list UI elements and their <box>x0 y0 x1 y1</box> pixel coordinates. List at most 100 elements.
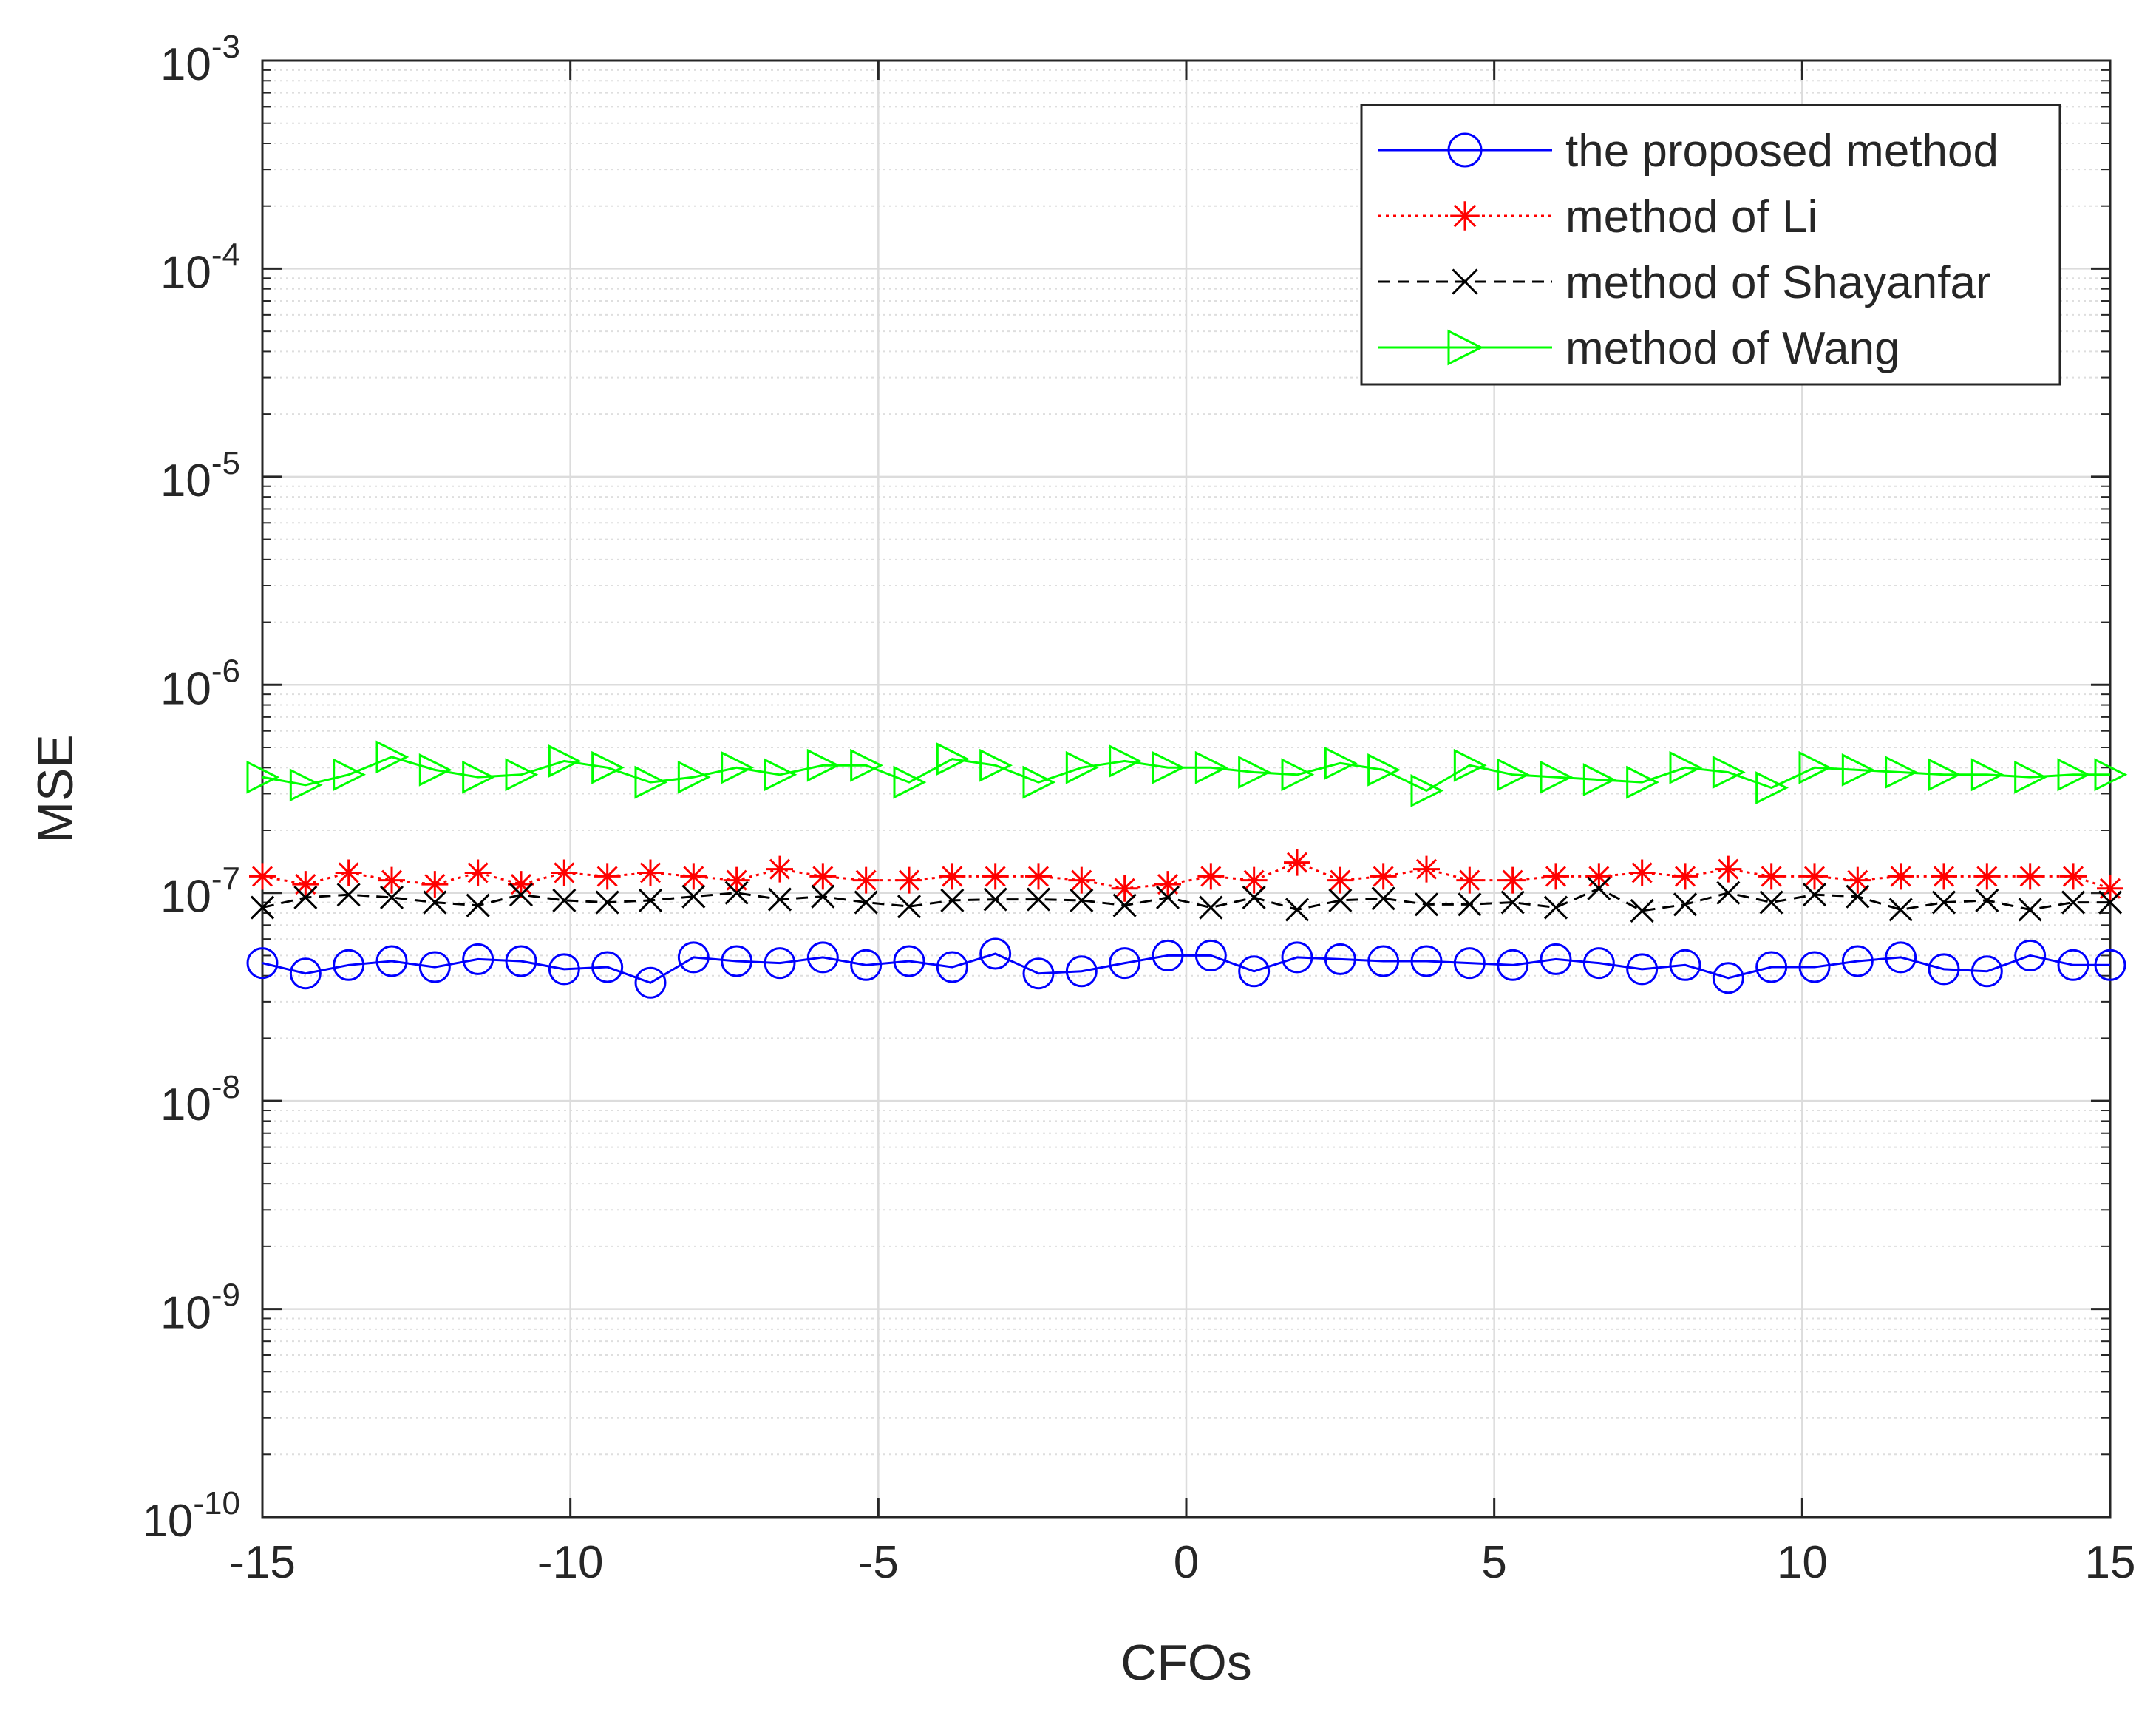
data-point-marker <box>375 740 409 774</box>
data-point-marker <box>721 945 753 977</box>
data-point-marker <box>1975 888 1999 912</box>
data-point-marker <box>1669 949 1701 981</box>
data-point-marker <box>1458 892 1482 917</box>
axis-ticks: 10-10 10-9 10-8 10-7 10-6 10-5 10-4 10-3 -15 -10 -… <box>142 29 2135 1588</box>
data-point-marker <box>1712 756 1746 789</box>
x-tick-label: 15 <box>2085 1537 2136 1588</box>
legend-marker-sample <box>1452 268 1478 295</box>
x-axis-label: CFOs <box>1120 1635 1252 1691</box>
data-point-marker <box>764 758 798 792</box>
data-point-marker <box>809 863 837 890</box>
legend-label: method of Wang <box>1565 323 1900 374</box>
data-point-marker <box>680 863 707 890</box>
data-point-marker <box>1841 753 1875 787</box>
data-point-marker <box>1022 765 1056 799</box>
data-point-marker <box>336 883 361 907</box>
data-point-marker <box>1367 945 1400 977</box>
data-point-marker <box>1154 871 1181 898</box>
data-point-marker <box>1242 885 1266 910</box>
x-tick-label: -5 <box>858 1537 899 1588</box>
data-point-marker <box>1324 943 1356 975</box>
data-point-marker <box>2057 758 2091 792</box>
series-line <box>262 756 2110 793</box>
data-point-marker <box>1194 750 1228 784</box>
data-point-marker <box>1630 898 1654 923</box>
data-point-marker <box>552 888 577 912</box>
data-point-marker <box>1587 876 1611 900</box>
legend-entry: method of Wang <box>1378 323 1900 374</box>
data-point-marker <box>1065 955 1098 988</box>
data-point-marker <box>1370 863 1397 890</box>
x-tick-label: 10 <box>1777 1537 1828 1588</box>
series-method-of-wang <box>246 740 2128 807</box>
data-point-marker <box>767 887 792 912</box>
data-point-marker <box>1410 945 1443 977</box>
data-point-marker <box>1328 888 1353 912</box>
data-point-marker <box>634 765 668 799</box>
legend-entry: method of Li <box>1378 191 1817 242</box>
data-point-marker <box>1931 863 1957 890</box>
data-point-marker <box>1759 890 1783 915</box>
data-point-marker <box>1367 753 1401 787</box>
data-point-marker <box>982 863 1009 890</box>
y-tick-label: 10-10 <box>142 1485 240 1547</box>
data-point-marker <box>806 941 839 974</box>
series-method-of-li <box>249 849 2123 902</box>
data-point-marker <box>1497 949 1529 981</box>
data-point-marker <box>594 863 621 890</box>
data-point-marker <box>1885 756 1919 789</box>
data-point-marker <box>1112 893 1137 917</box>
data-point-marker <box>1885 941 1917 974</box>
data-point-marker <box>1413 855 1440 883</box>
data-point-marker <box>379 885 404 910</box>
data-point-marker <box>939 863 966 890</box>
data-point-marker <box>1109 947 1141 980</box>
data-point-marker <box>896 866 922 894</box>
data-point-marker <box>1928 953 1960 986</box>
data-point-marker <box>1109 744 1143 778</box>
data-point-marker <box>246 947 279 980</box>
data-point-marker <box>2061 890 2086 915</box>
legend-marker-sample <box>1447 132 1483 168</box>
data-point-marker <box>897 895 922 919</box>
data-point-marker <box>1887 863 1914 890</box>
data-point-marker <box>681 884 706 909</box>
legend-entry: method of Shayanfar <box>1378 257 1991 308</box>
data-series-layer <box>246 740 2128 999</box>
x-tick-label: -10 <box>537 1537 604 1588</box>
data-point-marker <box>1543 863 1569 890</box>
data-point-marker <box>2014 760 2048 794</box>
data-point-marker <box>893 945 925 977</box>
data-point-marker <box>1453 748 1487 782</box>
data-point-marker <box>1371 886 1395 911</box>
legend-label: method of Shayanfar <box>1565 257 1991 308</box>
legend: the proposed method method of Li method of… <box>1360 104 2061 386</box>
data-point-marker <box>335 859 362 886</box>
data-point-marker <box>2098 890 2123 915</box>
legend-box <box>1360 104 2061 386</box>
data-point-marker <box>509 883 534 907</box>
data-point-marker <box>850 949 883 981</box>
data-point-marker <box>1846 884 1870 909</box>
data-point-marker <box>466 893 490 917</box>
y-tick-label: 10-4 <box>160 237 240 298</box>
legend-label: method of Li <box>1565 191 1817 242</box>
data-point-marker <box>1844 866 1871 894</box>
data-point-marker <box>418 753 452 787</box>
data-point-marker <box>1585 863 1613 890</box>
data-point-marker <box>1152 939 1184 971</box>
data-point-marker <box>1152 750 1186 784</box>
data-point-marker <box>638 888 663 912</box>
data-point-marker <box>1582 763 1616 797</box>
data-point-marker <box>1410 774 1444 807</box>
data-point-marker <box>2060 863 2087 890</box>
data-point-marker <box>721 750 755 784</box>
data-point-marker <box>1327 866 1354 894</box>
data-point-marker <box>1841 945 1874 977</box>
data-point-marker <box>1238 955 1271 988</box>
data-point-marker <box>548 953 580 986</box>
data-point-marker <box>1022 957 1055 990</box>
data-point-marker <box>852 866 880 894</box>
data-point-marker <box>1026 887 1051 912</box>
data-point-marker <box>1025 863 1052 890</box>
